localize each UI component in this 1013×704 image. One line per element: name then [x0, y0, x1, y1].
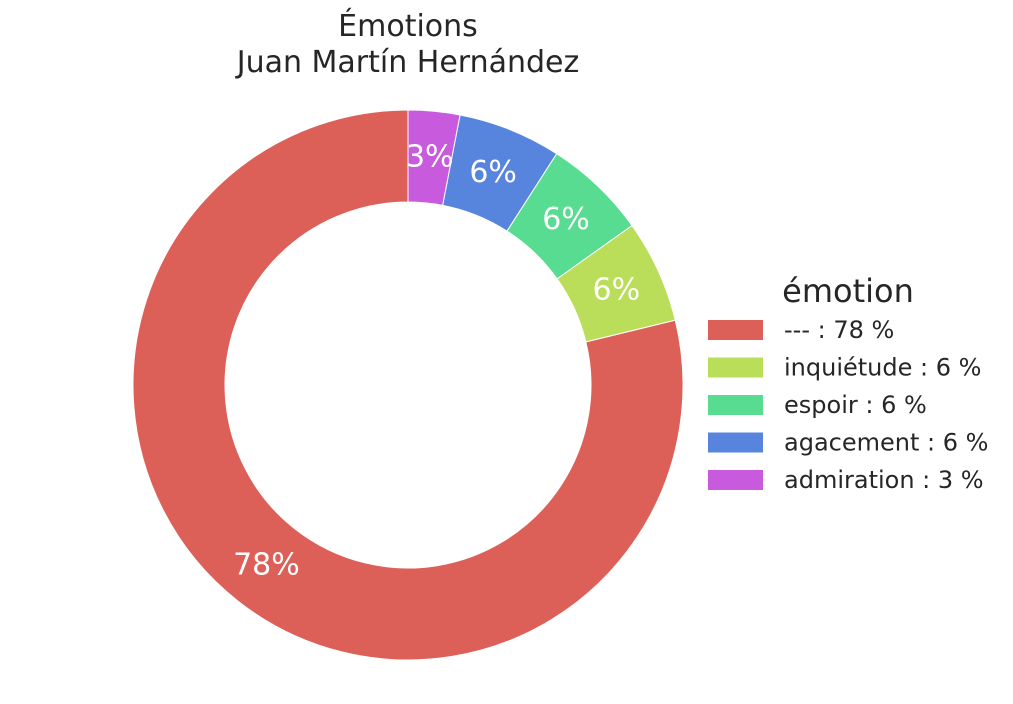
chart-title-line-2: Juan Martín Hernández	[235, 45, 580, 80]
slice-0	[132, 109, 684, 661]
legend-swatch-2	[708, 395, 763, 415]
slice-percent-label-2: 6%	[542, 202, 590, 237]
slice-percent-label-0: 78%	[233, 548, 300, 583]
legend-swatch-3	[708, 432, 763, 453]
chart-title-line-1: Émotions	[338, 8, 478, 44]
legend-swatch-0	[708, 320, 763, 340]
slice-percent-label-4: 3%	[406, 140, 454, 175]
legend-swatch-1	[708, 357, 763, 378]
legend: émotion --- : 78 % inquiétude : 6 % espoir…	[708, 272, 988, 494]
legend-title: émotion	[782, 272, 914, 310]
legend-label-3: agacement : 6 %	[784, 429, 988, 457]
legend-label-4: admiration : 3 %	[784, 466, 984, 494]
legend-label-1: inquiétude : 6 %	[784, 354, 981, 382]
donut-slices	[132, 109, 684, 661]
slice-4	[407, 109, 461, 206]
legend-swatch-4	[708, 470, 763, 490]
legend-label-2: espoir : 6 %	[784, 391, 927, 419]
slice-percent-label-1: 6%	[593, 272, 641, 307]
slice-percent-label-3: 6%	[469, 155, 517, 190]
slice-labels: 78%6%6%6%3%	[233, 140, 640, 583]
legend-label-0: --- : 78 %	[784, 316, 894, 344]
